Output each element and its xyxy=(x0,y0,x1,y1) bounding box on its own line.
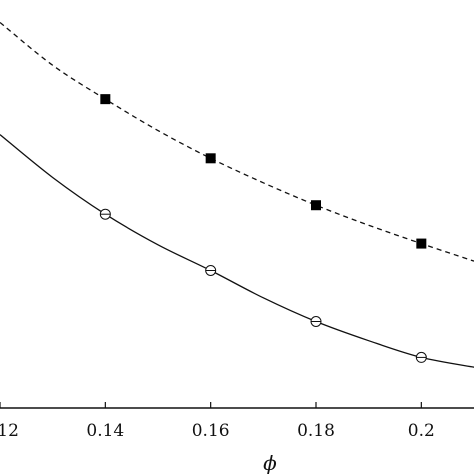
series-1 xyxy=(0,21,474,262)
x-axis-label: ϕ xyxy=(263,451,277,474)
data-point-square xyxy=(100,94,111,105)
series-layer xyxy=(0,21,474,368)
data-point-circle xyxy=(205,265,217,277)
data-point-square xyxy=(311,200,321,211)
data-point-circle xyxy=(99,208,111,220)
data-point-circle xyxy=(415,351,427,363)
x-tick-label: 0.12 xyxy=(0,421,19,441)
x-axis-ticks: 0.12 0.14 0.16 0.18 0.2 xyxy=(0,402,435,441)
x-tick-label: 0.18 xyxy=(297,421,335,441)
x-tick-label: 0.2 xyxy=(408,421,435,441)
data-point-circle xyxy=(310,316,322,328)
x-tick-label: 0.14 xyxy=(86,421,124,441)
series-2 xyxy=(0,134,474,368)
data-point-square xyxy=(205,153,216,164)
data-point-square xyxy=(416,238,427,249)
series-line xyxy=(0,21,474,262)
series-line xyxy=(0,134,474,368)
x-tick-label: 0.16 xyxy=(192,421,230,441)
